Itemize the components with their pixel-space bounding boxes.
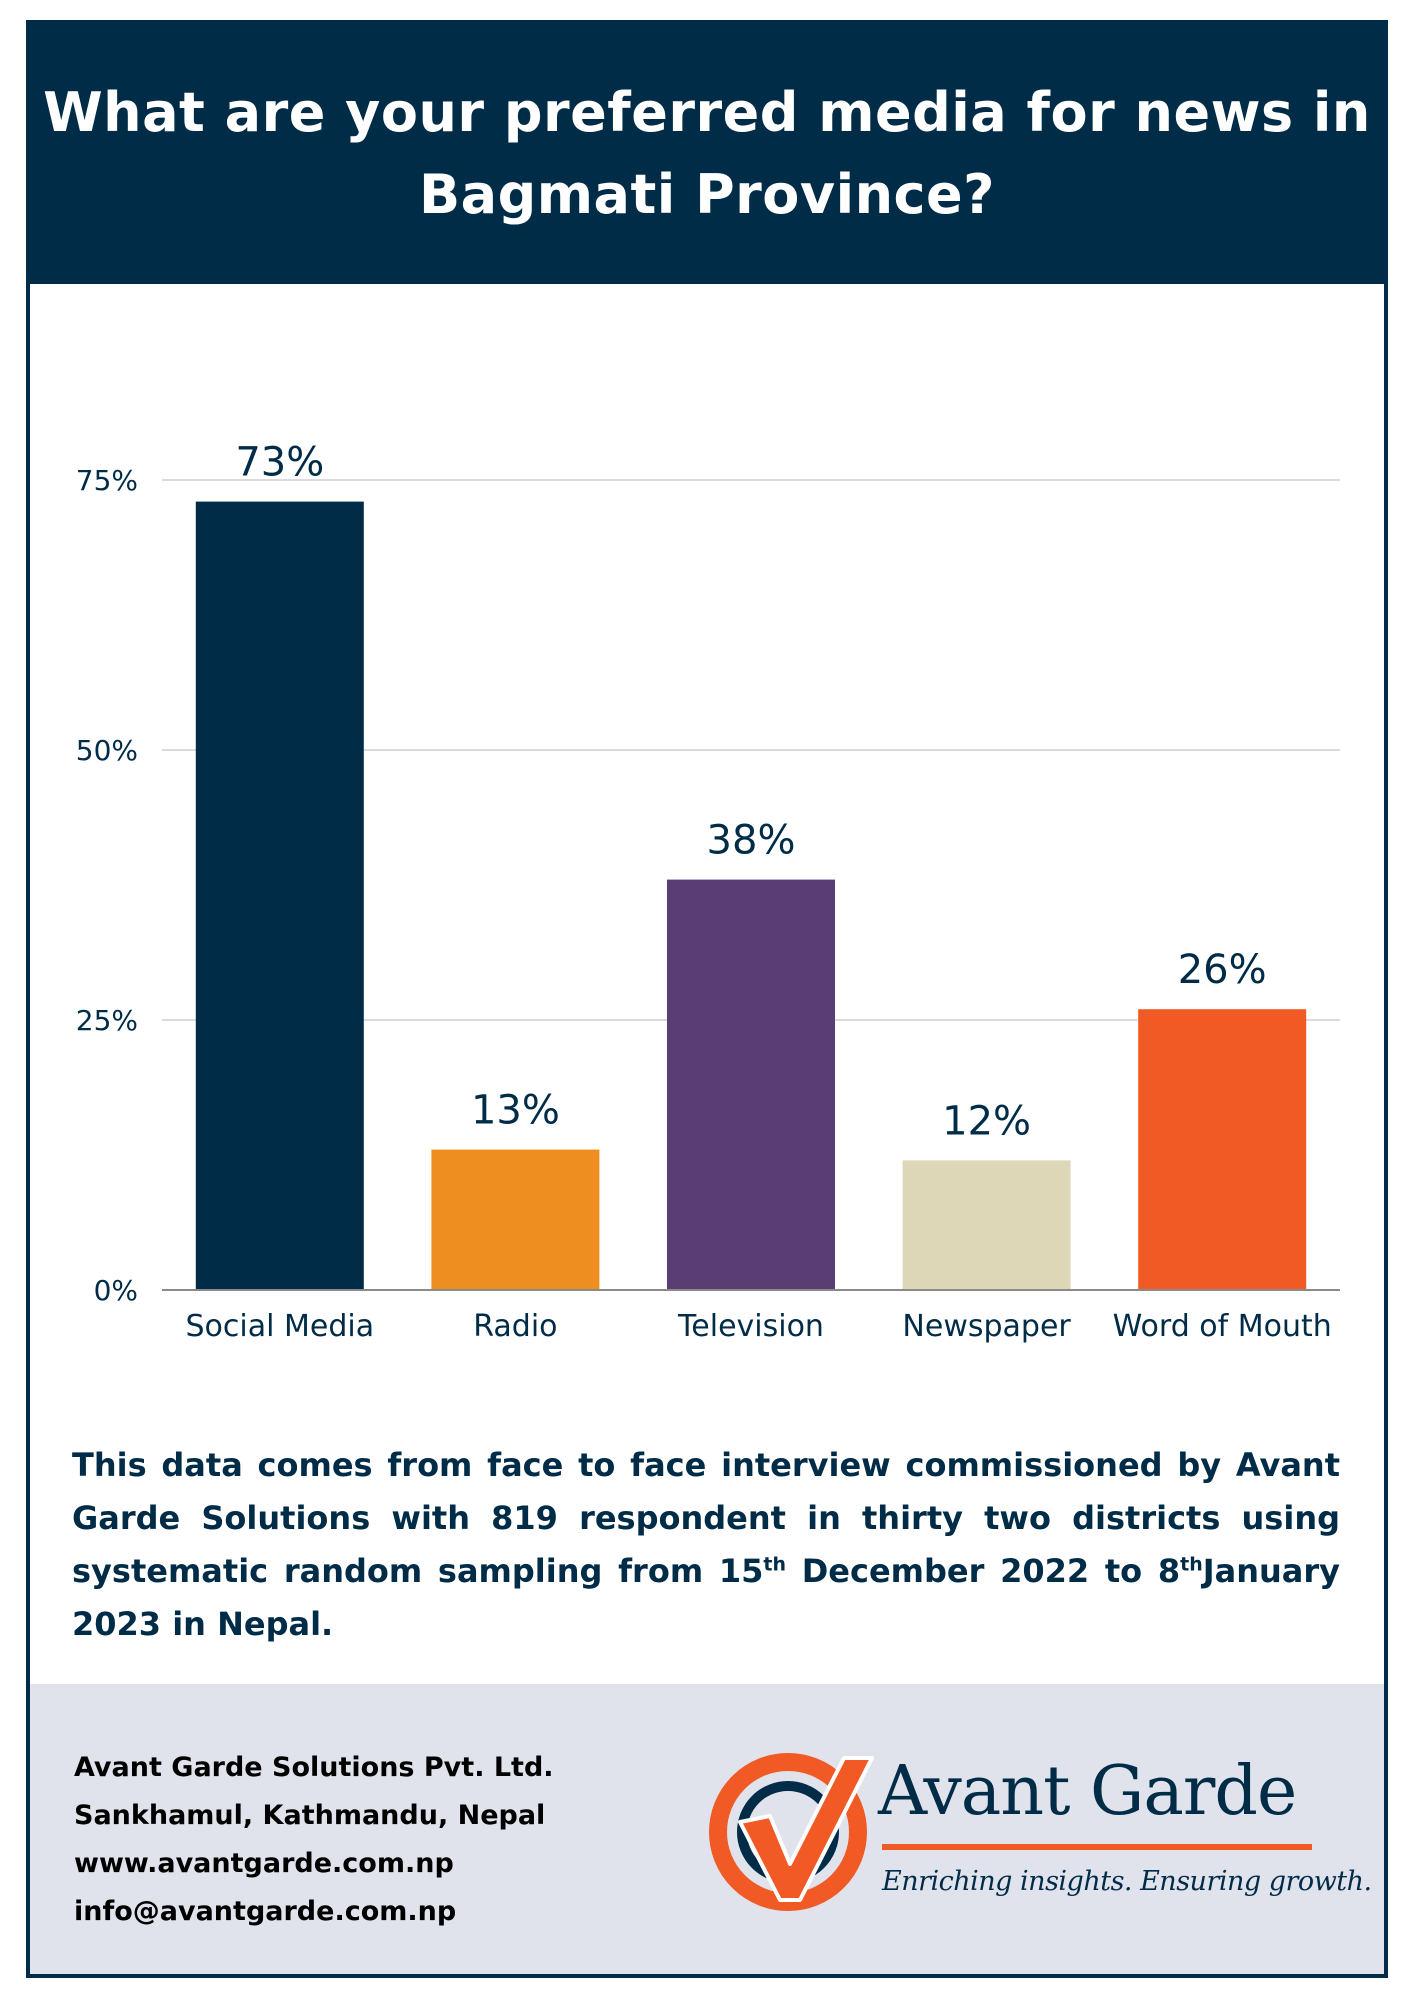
data-label: 73% — [235, 440, 324, 486]
title-banner: What are your preferred media for news i… — [30, 24, 1384, 284]
company-address: Sankhamul, Kathmandu, Nepal — [74, 1800, 546, 1831]
contact-block: Avant Garde Solutions Pvt. Ltd. Sankhamu… — [74, 1744, 554, 1936]
y-tick-label: 75% — [76, 464, 138, 497]
logo-brand-name: Avant Garde — [878, 1752, 1297, 1831]
infographic-frame: What are your preferred media for news i… — [26, 20, 1388, 1978]
avant-garde-logo: Avant Garde Enriching insights. Ensuring… — [706, 1704, 1372, 1944]
y-tick-label: 25% — [76, 1004, 138, 1037]
note-text-1: This data comes from face to face interv… — [72, 1446, 1340, 1590]
logo-tagline: Enriching insights. Ensuring growth. — [882, 1866, 1372, 1897]
logo-underline — [882, 1844, 1312, 1850]
data-label: 13% — [471, 1088, 560, 1134]
page-title: What are your preferred media for news i… — [43, 81, 1371, 226]
x-tick-label: Television — [677, 1309, 824, 1344]
bar — [1138, 1009, 1307, 1290]
x-tick-label: Social Media — [186, 1309, 375, 1344]
x-tick-label: Radio — [473, 1309, 557, 1344]
bar — [195, 501, 364, 1291]
bar — [667, 879, 835, 1290]
chart-canvas: 0% 25% 50% 75% 73% Social Media 13% Radio 38% Tel… — [76, 440, 1340, 1344]
note-sup-1: th — [763, 1553, 787, 1576]
note-text-3: January 2023 in Nepal. — [72, 1552, 1341, 1643]
checkmark-circle-logo-icon — [709, 1753, 874, 1911]
data-label: 38% — [707, 818, 796, 864]
x-tick-label: Newspaper — [902, 1309, 1071, 1344]
email-link[interactable]: info@avantgarde.com.np — [74, 1896, 457, 1927]
bar — [902, 1160, 1071, 1290]
bar — [431, 1149, 600, 1290]
bar-chart: 0% 25% 50% 75% 73% Social Media 13% Radio 38% Tel… — [30, 284, 1384, 1364]
website-link[interactable]: www.avantgarde.com.np — [74, 1848, 454, 1879]
x-tick-label: Word of Mouth — [1113, 1309, 1332, 1344]
data-label: 26% — [1178, 947, 1267, 993]
y-tick-label: 0% — [94, 1274, 138, 1307]
methodology-note: This data comes from face to face interv… — [72, 1439, 1340, 1651]
company-name: Avant Garde Solutions Pvt. Ltd. — [74, 1752, 554, 1783]
y-tick-label: 50% — [76, 734, 138, 767]
note-sup-2: th — [1180, 1553, 1203, 1576]
footer: Avant Garde Solutions Pvt. Ltd. Sankhamu… — [30, 1684, 1384, 1974]
data-label: 12% — [942, 1098, 1031, 1144]
note-text-2: December 2022 to 8 — [786, 1552, 1181, 1590]
